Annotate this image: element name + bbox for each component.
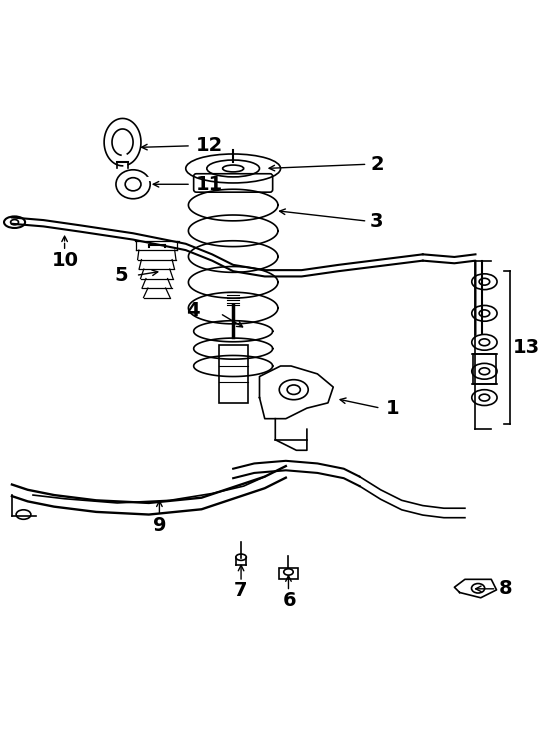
Bar bbox=[279, 568, 298, 579]
Text: 8: 8 bbox=[499, 579, 513, 598]
Text: 1: 1 bbox=[386, 399, 399, 418]
Text: 7: 7 bbox=[234, 581, 248, 600]
Text: 11: 11 bbox=[196, 175, 224, 194]
Text: 13: 13 bbox=[512, 338, 540, 357]
Text: 4: 4 bbox=[186, 301, 199, 320]
Text: 12: 12 bbox=[196, 136, 224, 155]
Text: 10: 10 bbox=[52, 251, 78, 270]
Bar bbox=[473, 354, 496, 384]
Text: 3: 3 bbox=[370, 212, 384, 231]
Text: 2: 2 bbox=[370, 154, 384, 173]
Bar bbox=[219, 345, 248, 403]
Text: 9: 9 bbox=[152, 515, 166, 534]
Text: 5: 5 bbox=[115, 266, 128, 285]
Text: 6: 6 bbox=[283, 591, 297, 610]
